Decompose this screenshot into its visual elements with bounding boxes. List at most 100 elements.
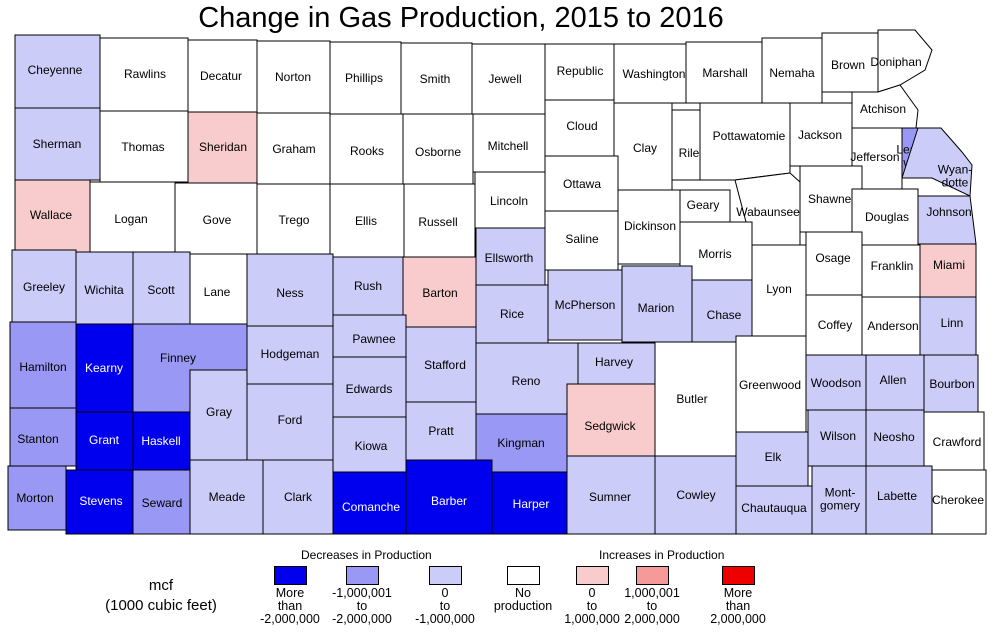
county-label-mcpherson: McPherson xyxy=(555,298,616,312)
county-label-hamilton: Hamilton xyxy=(19,360,66,374)
county-label-cowley: Cowley xyxy=(676,488,715,502)
county-label-stanton: Stanton xyxy=(17,432,58,446)
county-label-wallace: Wallace xyxy=(30,208,73,222)
county-label-ford: Ford xyxy=(278,413,303,427)
county-label-rooks: Rooks xyxy=(350,144,384,158)
legend-label-d3: More than -2,000,000 xyxy=(260,586,320,626)
county-label-morton: Morton xyxy=(16,491,53,505)
legend-unit: mcf xyxy=(148,577,174,594)
county-label-russell: Russell xyxy=(418,215,457,229)
county-label-republic: Republic xyxy=(557,64,604,78)
county-label-ellsworth: Ellsworth xyxy=(485,251,534,265)
county-riley xyxy=(671,109,701,181)
county-label-hodgeman: Hodgeman xyxy=(261,347,320,361)
county-label-ness: Ness xyxy=(276,286,303,300)
county-label-sheridan: Sheridan xyxy=(199,140,247,154)
county-label-bourbon: Bourbon xyxy=(929,377,974,391)
legend-swatch-d1 xyxy=(429,566,462,585)
legend-swatch-none xyxy=(507,566,540,585)
county-label-graham: Graham xyxy=(272,142,315,156)
county-label-haskell: Haskell xyxy=(141,434,180,448)
county-label-wilson: Wilson xyxy=(820,429,856,443)
legend-label-i1: 0 to 1,000,000 xyxy=(564,586,620,626)
county-label-crawford: Crawford xyxy=(933,435,982,449)
legend-unit-description: (1000 cubic feet) xyxy=(105,597,217,614)
legend-swatch-i3 xyxy=(722,566,755,585)
county-label-lane: Lane xyxy=(204,285,231,299)
county-label-miami: Miami xyxy=(933,258,965,272)
county-label-pottawatomie: Pottawatomie xyxy=(713,129,786,143)
county-label-thomas: Thomas xyxy=(121,140,164,154)
county-cherokee xyxy=(931,469,987,535)
county-label-riley: Riley xyxy=(679,146,706,160)
county-label-anderson: Anderson xyxy=(867,319,918,333)
county-label-elk: Elk xyxy=(765,450,783,464)
county-label-decatur: Decatur xyxy=(200,69,242,83)
county-label-nemaha: Nemaha xyxy=(769,66,815,80)
county-label-clay: Clay xyxy=(633,141,657,155)
county-label-comanche: Comanche xyxy=(342,500,400,514)
county-label-neosho: Neosho xyxy=(873,430,915,444)
county-label-greenwood: Greenwood xyxy=(739,378,801,392)
county-label-montgomery: Mont-gomery xyxy=(820,486,860,513)
county-label-wyandotte: Wyan-dotte xyxy=(938,163,973,190)
legend-label-i3: More than 2,000,000 xyxy=(710,586,766,626)
county-label-norton: Norton xyxy=(275,70,311,84)
legend-label-none: No production xyxy=(493,586,553,613)
county-label-seward: Seward xyxy=(142,496,183,510)
kansas-county-map: Cheyenne Rawlins Decatur Norton Phillips Smit… xyxy=(7,29,987,535)
county-label-ottawa: Ottawa xyxy=(563,177,601,191)
county-label-rush: Rush xyxy=(354,279,382,293)
legend-label-i2: 1,000,001 to 2,000,000 xyxy=(624,586,680,626)
county-label-finney: Finney xyxy=(160,351,196,365)
county-label-sumner: Sumner xyxy=(589,490,631,504)
county-label-cheyenne: Cheyenne xyxy=(28,63,83,77)
county-label-mitchell: Mitchell xyxy=(488,139,529,153)
county-wyandotte xyxy=(901,127,973,197)
county-label-brown: Brown xyxy=(831,58,865,72)
legend-decreases-heading: Decreases in Production xyxy=(301,548,432,562)
legend-swatch-i2 xyxy=(636,566,669,585)
county-label-rawlins: Rawlins xyxy=(124,67,166,81)
county-label-barton: Barton xyxy=(422,286,457,300)
county-label-grant: Grant xyxy=(89,433,120,447)
county-label-lincoln: Lincoln xyxy=(490,194,528,208)
county-label-franklin: Franklin xyxy=(871,259,914,273)
county-label-chase: Chase xyxy=(707,308,742,322)
county-label-clark: Clark xyxy=(284,490,313,504)
county-label-logan: Logan xyxy=(114,212,147,226)
county-label-edwards: Edwards xyxy=(346,382,393,396)
county-label-sedgwick: Sedgwick xyxy=(584,419,636,433)
county-label-wabaunsee: Wabaunsee xyxy=(736,205,800,219)
county-label-scott: Scott xyxy=(147,283,175,297)
county-label-cherokee: Cherokee xyxy=(932,493,984,507)
county-label-johnson: Johnson xyxy=(926,205,971,219)
county-label-rice: Rice xyxy=(500,307,524,321)
county-label-pratt: Pratt xyxy=(428,424,454,438)
county-label-chautauqua: Chautauqua xyxy=(741,501,807,515)
county-label-marion: Marion xyxy=(638,301,675,315)
county-label-osage: Osage xyxy=(815,251,851,265)
county-label-doniphan: Doniphan xyxy=(870,55,921,69)
county-label-wichita: Wichita xyxy=(84,283,124,297)
county-label-reno: Reno xyxy=(512,374,541,388)
county-label-phillips: Phillips xyxy=(345,71,383,85)
county-label-ellis: Ellis xyxy=(355,214,377,228)
legend-swatch-d3 xyxy=(274,566,307,585)
county-label-saline: Saline xyxy=(565,232,599,246)
county-label-gove: Gove xyxy=(203,213,232,227)
county-label-stafford: Stafford xyxy=(424,358,466,372)
county-label-geary: Geary xyxy=(687,198,720,212)
map-title: Change in Gas Production, 2015 to 2016 xyxy=(198,2,724,34)
county-label-butler: Butler xyxy=(676,392,707,406)
county-label-greeley: Greeley xyxy=(23,280,65,294)
legend-label-d1: 0 to -1,000,000 xyxy=(415,586,475,626)
county-label-meade: Meade xyxy=(209,490,246,504)
county-butler xyxy=(654,341,737,476)
legend-increases-heading: Increases in Production xyxy=(599,548,725,562)
county-label-atchison: Atchison xyxy=(860,102,906,116)
county-label-allen: Allen xyxy=(880,373,907,387)
county-label-smith: Smith xyxy=(420,72,451,86)
legend-swatch-d2 xyxy=(346,566,379,585)
county-label-jewell: Jewell xyxy=(488,72,521,86)
